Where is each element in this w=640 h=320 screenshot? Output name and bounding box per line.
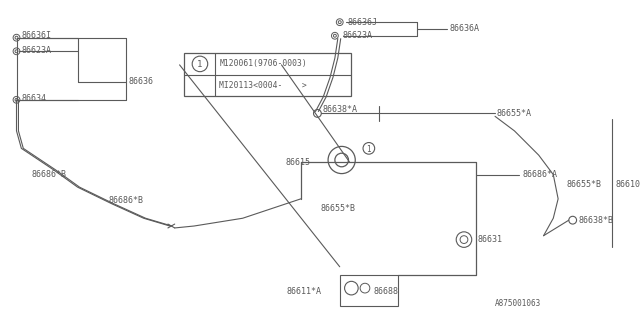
Text: 86636I: 86636I [21, 31, 51, 40]
Text: 86655*B: 86655*B [567, 180, 602, 189]
Text: 86636J: 86636J [348, 18, 378, 27]
Text: 86631: 86631 [477, 235, 502, 244]
Text: 86636A: 86636A [449, 24, 479, 34]
Text: 86638*B: 86638*B [579, 216, 614, 225]
Text: 86615: 86615 [285, 158, 310, 167]
Text: 86623A: 86623A [21, 46, 51, 55]
Text: 86623A: 86623A [342, 31, 372, 40]
Text: MI20113<0004-    >: MI20113<0004- > [220, 81, 307, 90]
Text: 86636: 86636 [128, 77, 153, 86]
Text: 86686*A: 86686*A [522, 170, 557, 179]
Text: 86686*B: 86686*B [109, 196, 144, 205]
Text: 86655*B: 86655*B [320, 204, 355, 213]
Text: 86655*A: 86655*A [497, 109, 532, 118]
Text: 86638*A: 86638*A [323, 105, 357, 114]
Text: 1: 1 [197, 60, 203, 69]
Text: 86686*B: 86686*B [31, 170, 66, 179]
Text: 1: 1 [367, 145, 371, 154]
Bar [184, 53, 351, 96]
Bar [340, 275, 398, 306]
Text: 86634: 86634 [21, 94, 46, 103]
Text: 86688: 86688 [374, 286, 399, 296]
Text: 86610: 86610 [616, 180, 640, 189]
Text: M120061(9706-0003): M120061(9706-0003) [220, 60, 307, 68]
Text: A875001063: A875001063 [495, 299, 541, 308]
Text: 86611*A: 86611*A [286, 286, 321, 296]
